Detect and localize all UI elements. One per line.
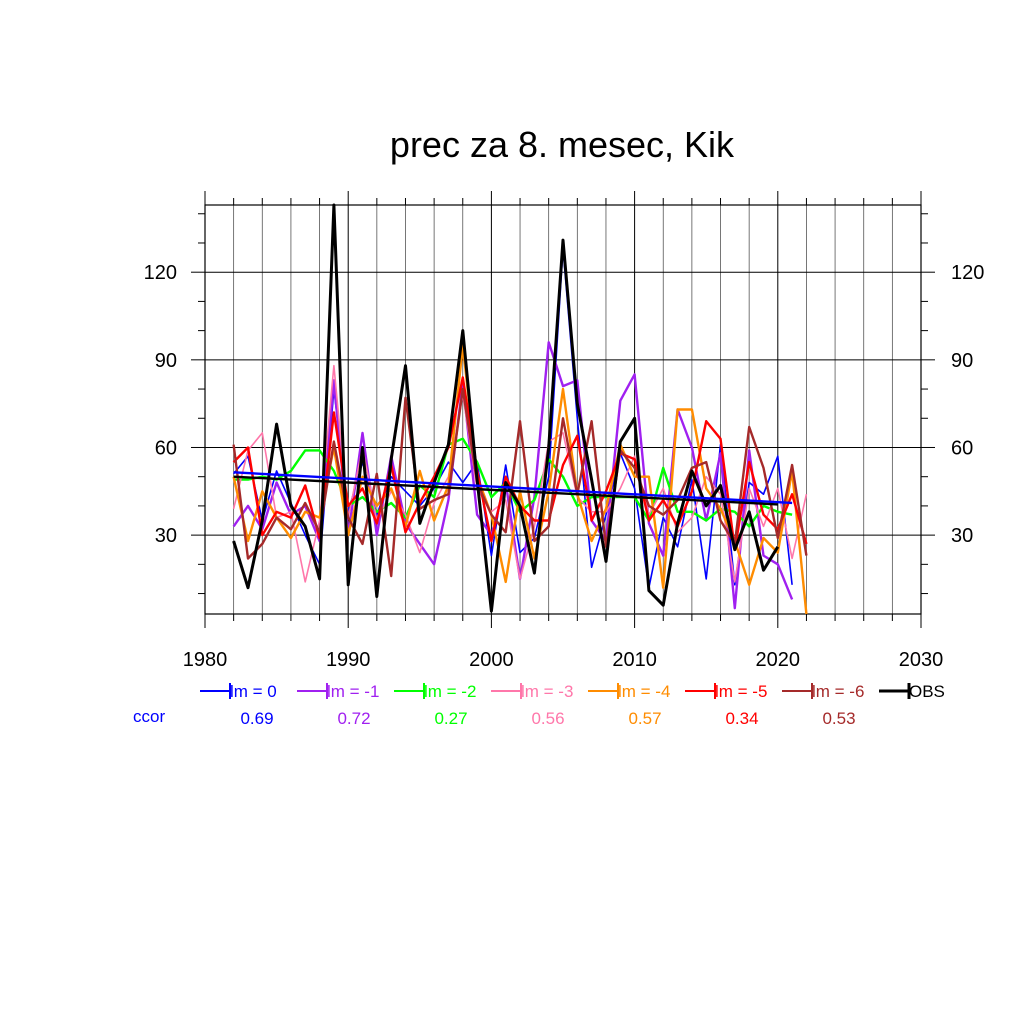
series-line: [232, 387, 808, 578]
legend-label: OBS: [909, 682, 945, 701]
x-tick-label: 1980: [183, 649, 228, 671]
plot-frame: [204, 204, 922, 615]
trend-line: [233, 475, 778, 506]
legend-ccor-value: 0.34: [725, 709, 758, 728]
axis-layer: 1980 1990 2000 2010 2020 2030 30 30 60 60 90 90 120 1…: [144, 191, 984, 671]
legend-ccor-value: 0.56: [531, 709, 564, 728]
ccor-label: ccor: [133, 707, 165, 726]
y-tick-label-right: 120: [951, 262, 984, 284]
y-tick-label-left: 120: [144, 262, 177, 284]
trend-line: [233, 471, 793, 505]
legend-label: lm = -5: [715, 682, 767, 701]
legend-label: lm = -2: [424, 682, 476, 701]
legend-ccor-value: 0.57: [628, 709, 661, 728]
x-tick-label: 1990: [326, 649, 371, 671]
y-tick-label-right: 30: [951, 525, 973, 547]
legend-label: lm = -4: [618, 682, 670, 701]
series-layer: [232, 203, 808, 615]
legend-label: lm = -6: [812, 682, 864, 701]
legend-ccor-value: 0.27: [434, 709, 467, 728]
x-tick-label: 2030: [899, 649, 944, 671]
series-line: [233, 437, 793, 528]
chart-title: prec za 8. mesec, Kik: [390, 124, 735, 165]
legend-ccor-value: 0.72: [337, 709, 370, 728]
legend-label: lm = -3: [521, 682, 573, 701]
y-tick-label-left: 60: [155, 437, 177, 459]
y-tick-label-left: 30: [155, 525, 177, 547]
x-tick-label: 2020: [756, 649, 801, 671]
legend-ccor-value: 0.53: [822, 709, 855, 728]
x-tick-label: 2000: [469, 649, 514, 671]
y-tick-label-right: 60: [951, 437, 973, 459]
series-line: [232, 203, 780, 613]
x-tick-label: 2010: [612, 649, 657, 671]
y-tick-label-right: 90: [951, 350, 973, 372]
legend-ccor-value: 0.69: [240, 709, 273, 728]
legend-label: lm = 0: [230, 682, 277, 701]
legend: lm = 0 0.69 lm = -1 0.72 lm = -2 0.27 lm = -3 0…: [133, 682, 945, 728]
y-tick-label-left: 90: [155, 350, 177, 372]
legend-label: lm = -1: [327, 682, 379, 701]
